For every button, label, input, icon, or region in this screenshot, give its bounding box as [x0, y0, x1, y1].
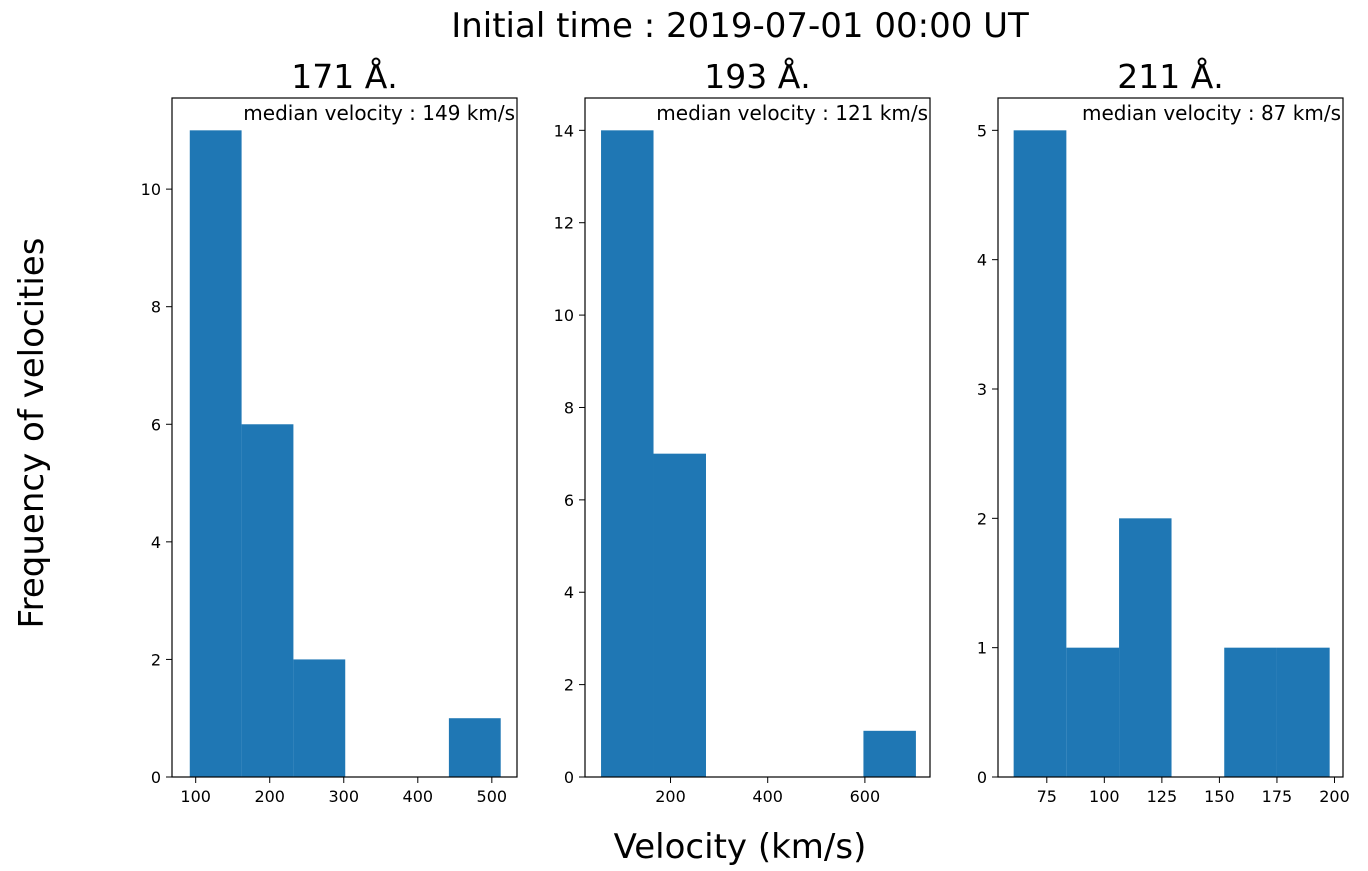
- y-tick-label: 2: [151, 650, 161, 669]
- x-tick-label: 300: [328, 787, 359, 806]
- y-tick-label: 4: [564, 583, 574, 602]
- histogram-bar: [1013, 130, 1067, 777]
- histogram-bar: [1276, 647, 1330, 777]
- axes-frame: [171, 97, 518, 778]
- histogram-bar: [1224, 647, 1277, 777]
- histogram-bar: [1066, 647, 1120, 777]
- histogram-bar: [241, 424, 294, 777]
- y-tick-label: 0: [564, 768, 574, 787]
- histogram-bar: [189, 130, 242, 777]
- x-tick-label: 600: [850, 787, 881, 806]
- y-tick-label: 10: [141, 180, 161, 199]
- x-tick-label: 100: [180, 787, 211, 806]
- histogram-bar: [601, 130, 654, 777]
- median-velocity-annotation: median velocity : 149 km/s: [243, 101, 515, 125]
- x-tick-label: 100: [1089, 787, 1120, 806]
- x-tick-label: 500: [477, 787, 508, 806]
- figure-title: Initial time : 2019-07-01 00:00 UT: [451, 6, 1029, 46]
- y-tick-label: 5: [977, 121, 987, 140]
- y-tick-label: 4: [151, 533, 161, 552]
- y-tick-label: 1: [977, 639, 987, 658]
- x-tick-label: 200: [1319, 787, 1350, 806]
- median-velocity-annotation: median velocity : 87 km/s: [1082, 101, 1341, 125]
- x-tick-label: 150: [1204, 787, 1235, 806]
- y-tick-label: 4: [977, 251, 987, 270]
- y-axis-label: Frequency of velocities: [12, 238, 52, 629]
- y-tick-label: 3: [977, 380, 987, 399]
- y-tick-label: 0: [151, 768, 161, 787]
- x-tick-label: 200: [655, 787, 686, 806]
- axes-frame: [584, 97, 931, 778]
- panel-title: 211 Å.: [1117, 56, 1224, 96]
- histogram-bar: [653, 453, 706, 777]
- panel-title: 171 Å.: [291, 56, 398, 96]
- histogram-bar: [448, 718, 501, 777]
- histogram-bar: [1119, 518, 1172, 777]
- x-tick-label: 175: [1262, 787, 1293, 806]
- axes-frame: [997, 97, 1344, 778]
- x-tick-label: 400: [403, 787, 434, 806]
- histogram-panel-171: 100 200 300 400 500 0 2 4 6 8 10 171 Å. median veloc…: [141, 56, 518, 806]
- histogram-bar: [863, 730, 916, 777]
- x-axis-label: Velocity (km/s): [614, 827, 867, 867]
- histogram-panel-211: 75 100 125 150 175 200 0 1 2 3 4 5 211 Å. median velo…: [977, 56, 1350, 806]
- y-tick-label: 2: [564, 676, 574, 695]
- histogram-bar: [293, 659, 346, 777]
- y-tick-label: 6: [564, 491, 574, 510]
- y-tick-label: 8: [151, 298, 161, 317]
- y-tick-label: 0: [977, 768, 987, 787]
- y-tick-label: 6: [151, 415, 161, 434]
- median-velocity-annotation: median velocity : 121 km/s: [656, 101, 928, 125]
- y-tick-label: 8: [564, 398, 574, 417]
- x-tick-label: 75: [1037, 787, 1057, 806]
- x-tick-label: 125: [1147, 787, 1178, 806]
- y-tick-label: 10: [554, 306, 574, 325]
- y-tick-label: 14: [554, 121, 574, 140]
- panel-title: 193 Å.: [704, 56, 811, 96]
- y-tick-label: 12: [554, 214, 574, 233]
- histogram-panel-193: 200 400 600 0 2 4 6 8 10 12 14 193 Å. median velocit…: [554, 56, 931, 806]
- y-tick-label: 2: [977, 509, 987, 528]
- x-tick-label: 400: [752, 787, 783, 806]
- x-tick-label: 200: [254, 787, 285, 806]
